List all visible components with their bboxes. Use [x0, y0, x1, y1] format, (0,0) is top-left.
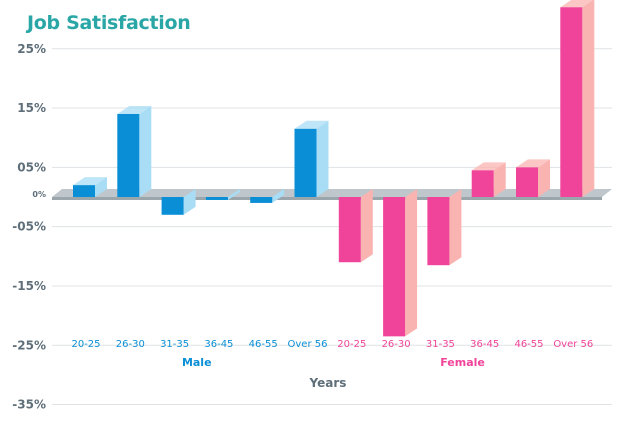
bar	[383, 189, 418, 337]
bar	[560, 0, 595, 197]
bar-side	[95, 177, 107, 197]
x-tick-label: 31-35	[160, 339, 189, 350]
bar	[73, 177, 107, 197]
bar-front	[294, 128, 317, 197]
bar-side	[227, 189, 240, 200]
bar-front	[73, 185, 95, 197]
bar-front	[471, 170, 494, 197]
group-label: Male	[182, 356, 212, 369]
bar-front	[560, 7, 583, 197]
bar-side	[360, 189, 373, 263]
x-tick-label: 46-55	[249, 339, 278, 350]
bar-top	[516, 159, 550, 168]
bar	[250, 189, 285, 203]
bar	[161, 189, 196, 215]
y-tick-label: 05%	[17, 160, 46, 174]
bar	[205, 189, 240, 200]
bar-side	[582, 0, 595, 197]
bar-front	[161, 197, 184, 215]
y-tick-label: 25%	[17, 42, 46, 56]
x-tick-label: 20-25	[71, 339, 100, 350]
x-axis-label: Years	[309, 376, 347, 390]
x-tick-label: Over 56	[553, 339, 593, 350]
x-tick-label: 36-45	[470, 339, 499, 350]
y-axis-ticks: 35%25%15%05%0%-05%-15%-25%-35%	[12, 42, 46, 412]
y-tick-label: -05%	[12, 220, 46, 234]
x-tick-label: Over 56	[288, 339, 328, 350]
zero-plane-edge	[52, 197, 602, 200]
chart-title: Job Satisfaction	[27, 12, 191, 34]
y-tick-label: 0%	[32, 190, 46, 199]
bar-top	[294, 120, 329, 129]
bar-top	[73, 177, 107, 186]
y-tick-label: -25%	[12, 338, 46, 352]
bar	[471, 162, 506, 197]
bar-side	[538, 159, 550, 197]
bar	[516, 159, 550, 197]
bar-front	[250, 197, 273, 203]
bar-side	[405, 189, 418, 337]
bar-side	[183, 189, 196, 215]
bar-top	[471, 162, 506, 171]
x-axis-category-labels: 20-25 26-30 31-35 36-45 46-55 Over 56 20-25 26-…	[71, 339, 593, 350]
group-labels: Male Female	[182, 356, 485, 369]
bar-side	[272, 189, 285, 203]
y-tick-label: -35%	[12, 398, 46, 412]
bar-side	[449, 189, 462, 266]
bar	[427, 189, 462, 266]
bar-front	[117, 113, 140, 197]
bar-front	[383, 197, 406, 337]
x-tick-label: 31-35	[426, 339, 455, 350]
bars	[73, 0, 595, 337]
group-label: Female	[440, 356, 485, 369]
bar-side	[493, 162, 506, 197]
y-tick-label: 15%	[17, 101, 46, 115]
x-tick-label: 20-25	[337, 339, 366, 350]
bar-side	[316, 120, 329, 197]
bar	[338, 189, 373, 263]
x-tick-label: 26-30	[116, 339, 145, 350]
bar	[117, 105, 152, 197]
x-tick-label: 46-55	[514, 339, 543, 350]
y-tick-label: -15%	[12, 279, 46, 293]
bar	[294, 120, 329, 197]
x-tick-label: 36-45	[204, 339, 233, 350]
bar-top	[560, 0, 594, 8]
bar-front	[338, 197, 361, 263]
bar-front	[205, 197, 228, 200]
bar-front	[427, 197, 450, 266]
bar-front	[516, 167, 538, 197]
x-tick-label: 26-30	[382, 339, 411, 350]
bar-side	[139, 105, 152, 197]
bar-top	[117, 105, 152, 114]
